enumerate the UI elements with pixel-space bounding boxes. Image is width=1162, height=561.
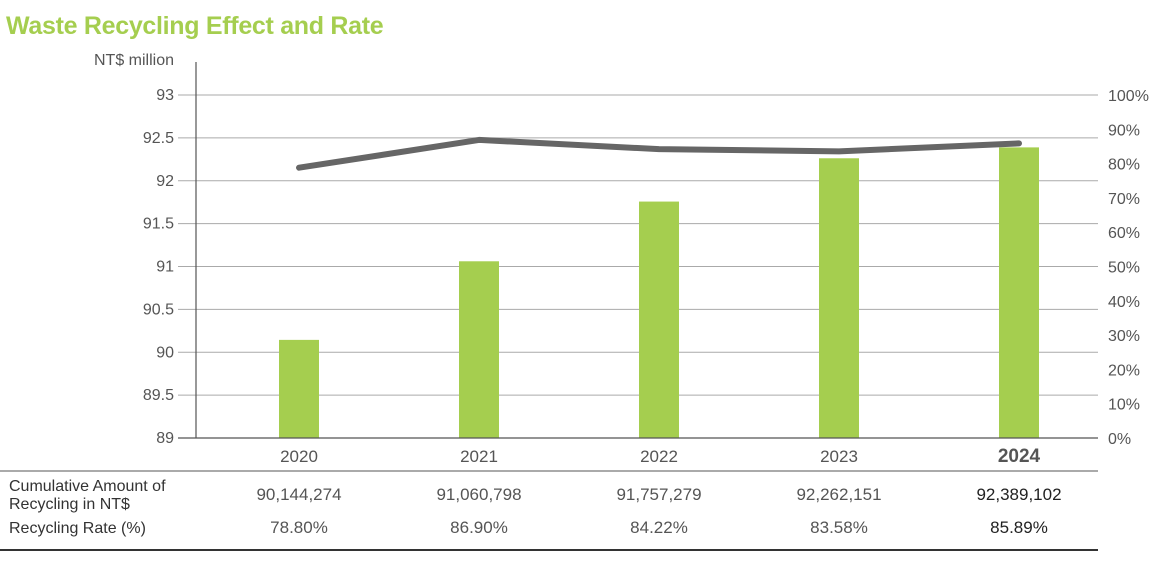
- table-cell: 92,262,151: [796, 485, 881, 504]
- bar-2024: [999, 147, 1039, 438]
- y2-tick-label: 60%: [1108, 225, 1140, 242]
- y-tick-label: 92.5: [143, 130, 174, 147]
- table-row-label: Recycling Rate (%): [9, 520, 146, 537]
- right-axis-ticks: 100% 90% 80% 70% 60% 50% 40% 30% 20% 10% 0%: [1108, 88, 1149, 448]
- category-label-2023: 2023: [820, 447, 858, 466]
- rate-line: [296, 136, 1022, 171]
- y2-tick-label: 10%: [1108, 397, 1140, 414]
- left-axis-ticks: 93 92.5 92 91.5 91 90.5 90 89.5 89: [143, 87, 174, 447]
- table-cell: 83.58%: [810, 518, 868, 537]
- y-tick-label: 90: [156, 344, 174, 361]
- y-axis-label: NT$ million: [94, 52, 174, 69]
- y2-tick-label: 20%: [1108, 362, 1140, 379]
- table-cell: 91,060,798: [436, 485, 521, 504]
- y-tick-label: 90.5: [143, 301, 174, 318]
- category-labels: 2020 2021 2022 2023 2024: [280, 446, 1040, 467]
- table-cell: 85.89%: [990, 518, 1048, 537]
- axes: [178, 62, 1098, 439]
- bar-2020: [279, 339, 319, 438]
- y-tick-label: 93: [156, 87, 174, 104]
- bar-2023: [819, 158, 859, 438]
- line-series: [296, 136, 1022, 171]
- y-tick-label: 92: [156, 173, 174, 190]
- y2-tick-label: 80%: [1108, 157, 1140, 174]
- y-tick-label: 89: [156, 430, 174, 447]
- table-cell: 92,389,102: [976, 485, 1061, 504]
- table-cell: 86.90%: [450, 518, 508, 537]
- y2-tick-label: 90%: [1108, 122, 1140, 139]
- y2-tick-label: 50%: [1108, 260, 1140, 277]
- bar-series: [279, 147, 1039, 438]
- table-row-label: Cumulative Amount of: [9, 478, 166, 495]
- y2-tick-label: 30%: [1108, 328, 1140, 345]
- table-cell: 84.22%: [630, 518, 688, 537]
- category-label-2020: 2020: [280, 447, 318, 466]
- table-row-label: Recycling in NT$: [9, 496, 130, 513]
- table-cell: 78.80%: [270, 518, 328, 537]
- y2-tick-label: 100%: [1108, 88, 1149, 105]
- bar-2022: [639, 201, 679, 438]
- category-label-2024: 2024: [998, 446, 1041, 467]
- category-label-2021: 2021: [460, 447, 498, 466]
- y2-tick-label: 40%: [1108, 294, 1140, 311]
- category-label-2022: 2022: [640, 447, 678, 466]
- chart-title: Waste Recycling Effect and Rate: [6, 12, 384, 40]
- bar-2021: [459, 261, 499, 438]
- table-cell: 90,144,274: [256, 485, 341, 504]
- y-tick-label: 91: [156, 259, 174, 276]
- y-tick-label: 89.5: [143, 387, 174, 404]
- y2-tick-label: 0%: [1108, 431, 1131, 448]
- y-tick-label: 91.5: [143, 216, 174, 233]
- y2-tick-label: 70%: [1108, 191, 1140, 208]
- table-cell: 91,757,279: [616, 485, 701, 504]
